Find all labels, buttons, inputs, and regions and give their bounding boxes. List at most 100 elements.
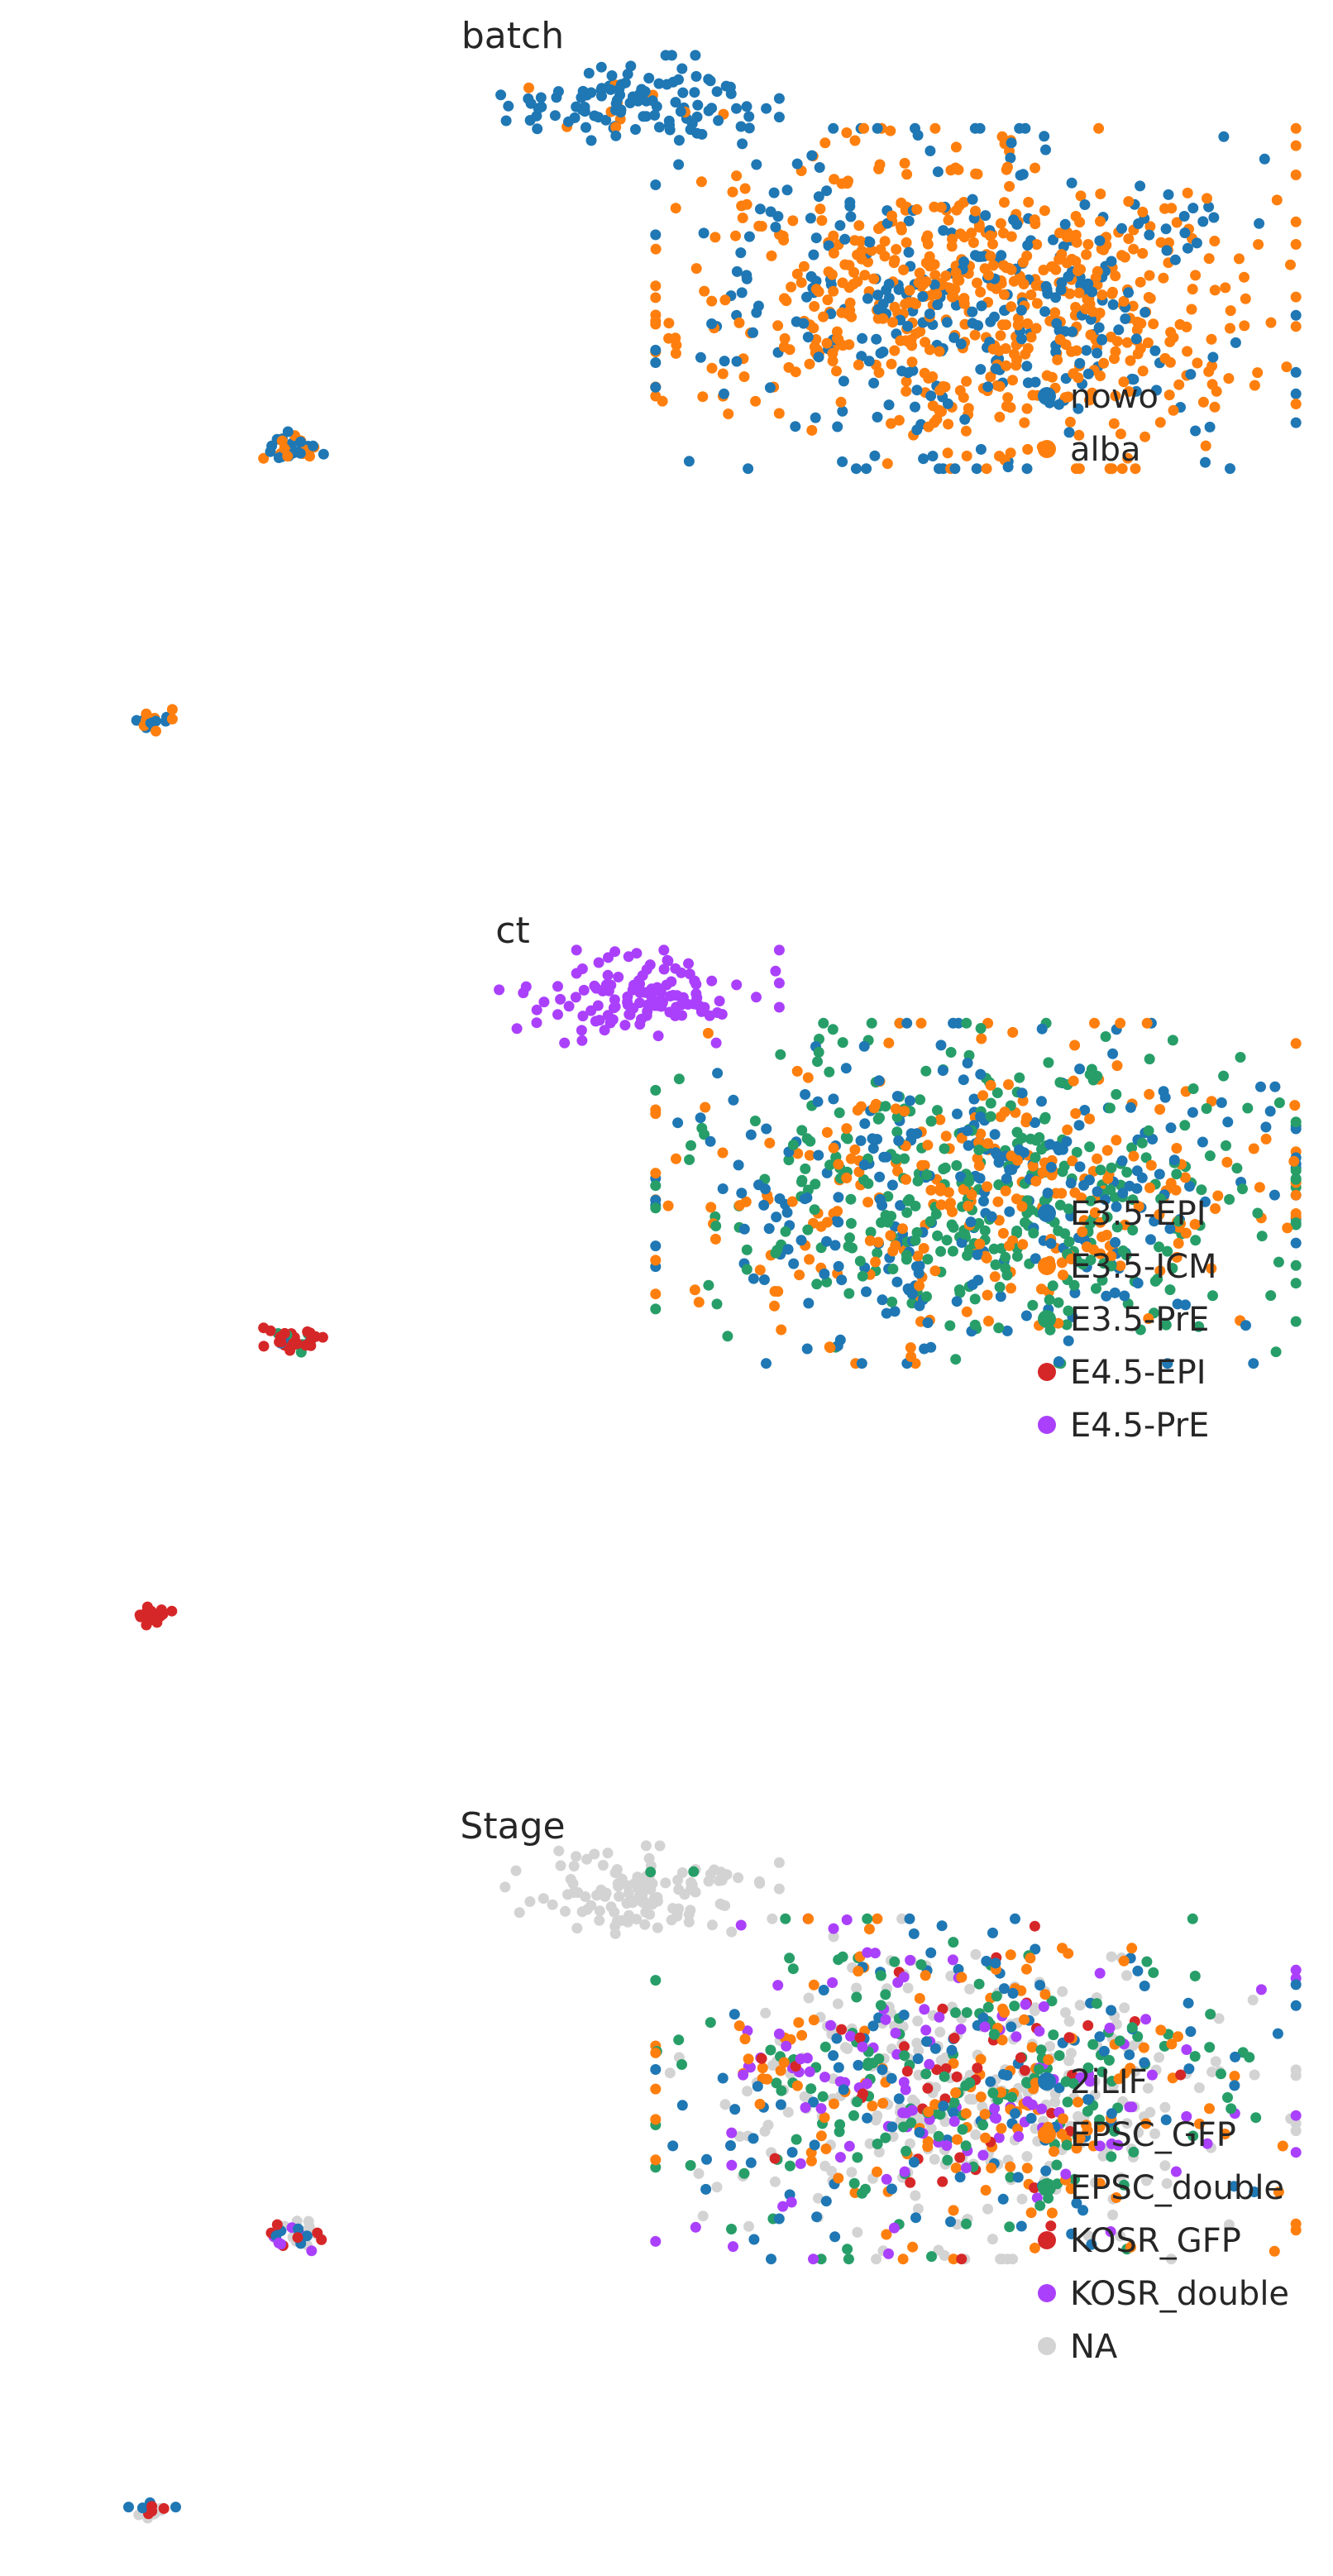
scatter-point (1121, 1970, 1132, 1981)
scatter-point (1085, 1217, 1096, 1229)
scatter-point (523, 93, 534, 104)
scatter-point (1185, 2026, 1197, 2038)
scatter-point (634, 987, 646, 998)
scatter-point (649, 1000, 661, 1011)
scatter-point (903, 215, 915, 227)
scatter-point (828, 2050, 839, 2062)
scatter-point (1095, 370, 1106, 381)
scatter-point (1118, 376, 1130, 388)
scatter-point (801, 1133, 813, 1145)
scatter-point (1290, 216, 1302, 227)
scatter-point (899, 1106, 910, 1117)
scatter-point (1053, 1225, 1064, 1236)
scatter-point (915, 1017, 927, 1029)
scatter-point (1025, 332, 1037, 343)
scatter-point (958, 197, 970, 208)
scatter-point (922, 1140, 934, 1151)
scatter-point (883, 1037, 895, 1049)
scatter-point (1144, 2106, 1156, 2118)
scatter-point (924, 344, 935, 356)
scatter-point (146, 2501, 158, 2512)
scatter-point (1206, 2067, 1218, 2077)
scatter-point (647, 1899, 658, 1909)
scatter-point (879, 236, 891, 247)
scatter-point (973, 1145, 985, 1155)
scatter-point (835, 396, 847, 408)
scatter-point (769, 1286, 781, 1297)
scatter-point (733, 1200, 745, 1212)
scatter-point (1064, 288, 1076, 299)
scatter-point (1141, 2175, 1152, 2186)
scatter-point (1163, 189, 1174, 200)
scatter-point (905, 2117, 917, 2129)
scatter-point (646, 991, 657, 1001)
scatter-point (1039, 131, 1050, 142)
scatter-point (982, 1181, 993, 1192)
panel-title: batch (461, 15, 564, 57)
scatter-point (1259, 153, 1270, 165)
scatter-point (1164, 1223, 1176, 1235)
scatter-point (778, 341, 790, 352)
scatter-point (834, 2152, 846, 2163)
scatter-point (840, 1063, 852, 1074)
scatter-point (919, 2004, 930, 2015)
scatter-point (1115, 1260, 1126, 1272)
scatter-point (925, 1184, 937, 1196)
scatter-point (976, 300, 987, 312)
scatter-point (1209, 401, 1221, 413)
scatter-point (1048, 234, 1058, 246)
scatter-point (781, 1207, 793, 1218)
scatter-point (819, 2072, 830, 2083)
scatter-point (1102, 1173, 1114, 1184)
scatter-point (970, 2129, 982, 2140)
scatter-point (1288, 1155, 1300, 1167)
scatter-point (1068, 1075, 1079, 1087)
scatter-point (1178, 211, 1190, 222)
scatter-point (726, 2127, 738, 2139)
scatter-point (992, 1196, 1004, 1207)
scatter-point (791, 158, 803, 170)
scatter-point (1036, 1023, 1048, 1035)
legend-label: alba (1070, 431, 1141, 469)
scatter-point (538, 996, 550, 1008)
scatter-point (1165, 2253, 1177, 2265)
scatter-point (946, 2044, 958, 2056)
legend-marker (1038, 387, 1056, 405)
scatter-point (862, 1178, 874, 1189)
scatter-point (1252, 1207, 1264, 1219)
scatter-point (717, 1183, 729, 1194)
scatter-point (1173, 1238, 1184, 1249)
scatter-point (610, 122, 622, 133)
scatter-point (814, 162, 825, 173)
scatter-point (985, 2076, 996, 2087)
scatter-point (951, 2071, 963, 2082)
scatter-point (622, 991, 633, 1002)
scatter-point (731, 265, 743, 277)
scatter-point (604, 84, 616, 95)
scatter-point (990, 1259, 1001, 1270)
legend-marker (1038, 2231, 1056, 2249)
scatter-point (947, 1206, 958, 1217)
scatter-point (1116, 1155, 1128, 1167)
scatter-point (1165, 1122, 1177, 1134)
scatter-point (975, 286, 987, 298)
scatter-point (758, 1199, 770, 1211)
scatter-point (961, 375, 972, 387)
scatter-point (901, 1207, 913, 1218)
scatter-point (958, 232, 970, 243)
scatter-point (1113, 324, 1125, 336)
scatter-point (1001, 1325, 1013, 1336)
scatter-point (1031, 239, 1043, 251)
scatter-point (773, 1001, 785, 1013)
scatter-point (950, 2087, 962, 2099)
scatter-point (915, 1959, 927, 1971)
scatter-point (531, 1017, 542, 1029)
scatter-point (912, 1175, 924, 1187)
scatter-point (1189, 1971, 1201, 1981)
scatter-point (811, 1278, 823, 1290)
scatter-point (997, 1227, 1009, 1239)
scatter-point (937, 2176, 948, 2187)
scatter-point (748, 2133, 759, 2144)
scatter-point (1084, 1113, 1096, 1125)
scatter-point (736, 1188, 748, 1199)
